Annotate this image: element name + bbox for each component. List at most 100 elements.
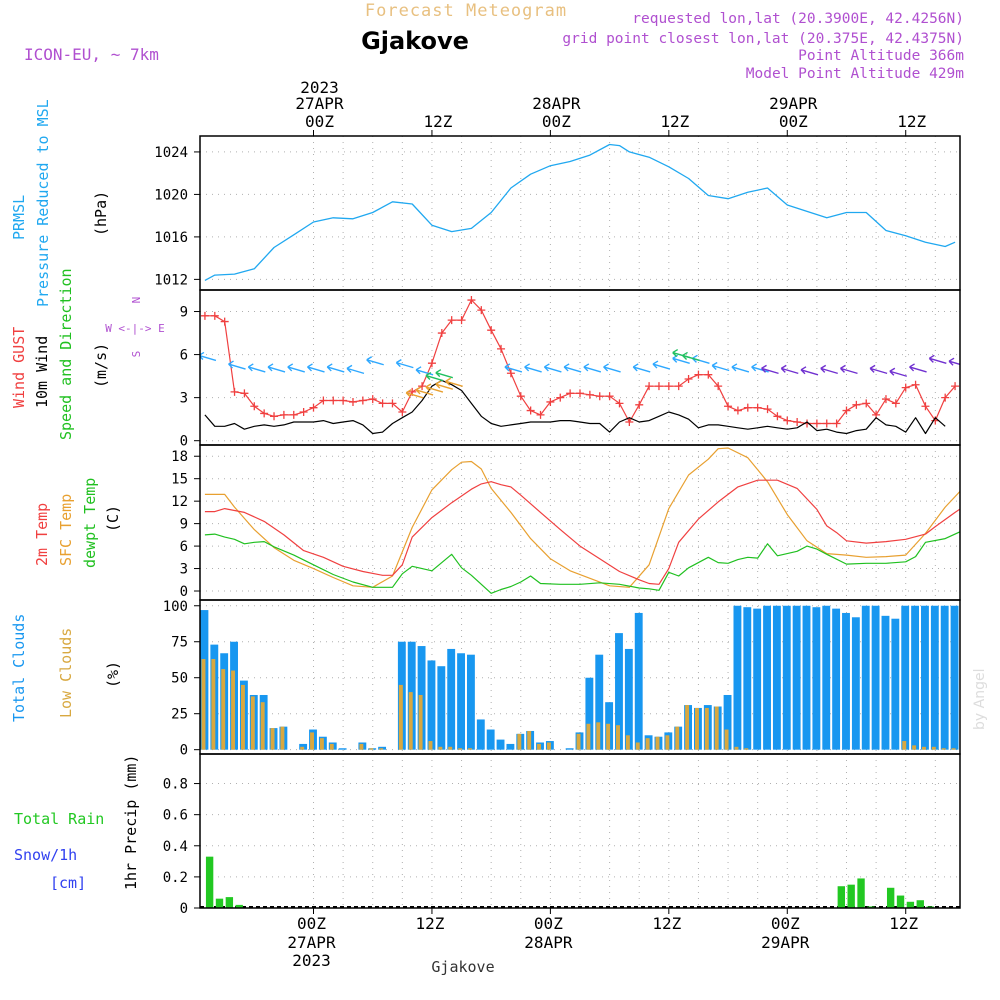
gust-marker [901, 383, 910, 392]
header-model-altitude: Model Point Altitude 429m [746, 66, 965, 82]
low-clouds-bar [665, 735, 670, 750]
panel-temperature: 2m Temp SFC Temp dewpt Temp (C) 0 3 6 9 12 15… [33, 445, 960, 600]
gust-marker [536, 410, 545, 419]
total-clouds-bar [901, 605, 910, 750]
gust-marker [773, 412, 782, 421]
temp-labels: 2m Temp SFC Temp dewpt Temp (C) [33, 478, 122, 568]
gust-marker [378, 399, 387, 408]
rain-bar [886, 887, 895, 908]
rain-bar [837, 886, 845, 908]
header-requested: requested lon,lat (20.3900E, 42.4256N) [632, 11, 964, 27]
gust-marker [862, 399, 871, 408]
top-time-label: 00Z [542, 112, 571, 131]
temp-y-tick-label: 9 [180, 517, 188, 533]
wind-vector-arrow [445, 377, 463, 387]
temp-y-tick-label: 18 [171, 449, 188, 465]
low-clouds-bar [300, 746, 305, 750]
wind-vector-arrow [405, 389, 424, 399]
gust-marker [358, 396, 367, 405]
pressure-series [204, 143, 956, 281]
low-clouds-bar [606, 723, 611, 750]
precip-label-cm: [cm] [50, 874, 86, 892]
total-clouds-bar [486, 729, 495, 750]
total-clouds-bar [822, 605, 831, 750]
pressure-y-tick-label: 1016 [154, 230, 188, 246]
total-clouds-bar [891, 618, 900, 750]
gust-marker [881, 395, 890, 404]
low-clouds-bar [576, 733, 581, 750]
wind-vector-arrow [563, 363, 582, 373]
low-clouds-bar [448, 746, 453, 750]
gust-marker [329, 396, 338, 405]
pressure-label-msl: Pressure Reduced to MSL [34, 99, 52, 307]
wind-grid [200, 290, 960, 445]
gust-marker [368, 395, 377, 404]
top-time-label: 29APR [769, 94, 818, 113]
gust-marker [566, 389, 575, 398]
wind-vector-arrow [839, 364, 858, 375]
gust-marker [585, 390, 594, 399]
wind-vector-arrow [415, 386, 434, 396]
low-clouds-bar [931, 746, 936, 750]
header-grid-point: grid point closest lon,lat (20.375E, 42.… [562, 31, 964, 47]
low-clouds-bar [962, 747, 966, 750]
precip-label-rain: Total Rain [14, 810, 104, 828]
gust-marker [516, 392, 525, 401]
gust-marker [842, 406, 851, 415]
gust-marker [753, 403, 762, 412]
clouds-label-low: Low Clouds [57, 628, 75, 718]
total-clouds-bar [615, 633, 623, 750]
gust-marker [457, 316, 466, 325]
gust-marker [684, 374, 693, 383]
wind-vector-arrow [780, 364, 799, 375]
temp-y-tick-label: 15 [171, 472, 188, 488]
low-clouds-bar [704, 707, 709, 750]
low-clouds-bar [458, 748, 463, 750]
wind-vector-arrow [287, 363, 305, 373]
clouds-grid [200, 600, 960, 754]
compass-north: N [130, 297, 143, 304]
wind-vector-arrow [909, 363, 927, 373]
gust-marker [724, 402, 733, 411]
wind-y-tick-label: 6 [180, 348, 188, 364]
low-clouds-bar [211, 659, 216, 750]
compass-south: S [130, 351, 143, 358]
top-time-label: 27APR [295, 94, 344, 113]
gust-marker [891, 399, 900, 408]
low-clouds-bar [902, 741, 907, 750]
header-location: Gjakove [361, 27, 469, 55]
wind-vector-arrow [751, 363, 769, 373]
total-clouds-bar [378, 746, 387, 750]
low-clouds-bar [398, 684, 403, 750]
low-clouds-bar [675, 726, 680, 750]
low-clouds-bar [280, 726, 285, 750]
total-clouds-bar [842, 612, 850, 750]
low-clouds-bar [369, 748, 374, 750]
gust-marker [664, 382, 673, 391]
temp-y-tick-label: 3 [180, 562, 188, 578]
gust-marker [635, 400, 644, 409]
gust-marker [625, 418, 634, 427]
rain-bar [916, 900, 924, 908]
total-clouds-bar [634, 612, 643, 750]
wind-vector-arrow [731, 363, 750, 373]
wind-vector-arrow [228, 360, 246, 370]
wind-vector-arrow [524, 363, 542, 373]
gust-marker [487, 326, 496, 335]
gust-marker [852, 400, 861, 409]
gust-marker [714, 382, 723, 391]
wind-y-tick-label: 9 [180, 305, 188, 321]
gust-marker [447, 316, 456, 325]
gust-marker [793, 418, 802, 427]
total-clouds-bar [861, 605, 870, 750]
header-subtitle: Forecast Meteogram [365, 1, 567, 21]
low-clouds-bar [250, 696, 255, 750]
gust-marker [526, 406, 535, 415]
temp-label-sfc: SFC Temp [57, 494, 75, 566]
low-clouds-bar [922, 746, 926, 750]
wind-vector-arrow [682, 351, 700, 362]
wind-unit: (m/s) [92, 343, 110, 388]
gust-marker [654, 382, 663, 391]
wind-vector-arrow [761, 364, 779, 375]
